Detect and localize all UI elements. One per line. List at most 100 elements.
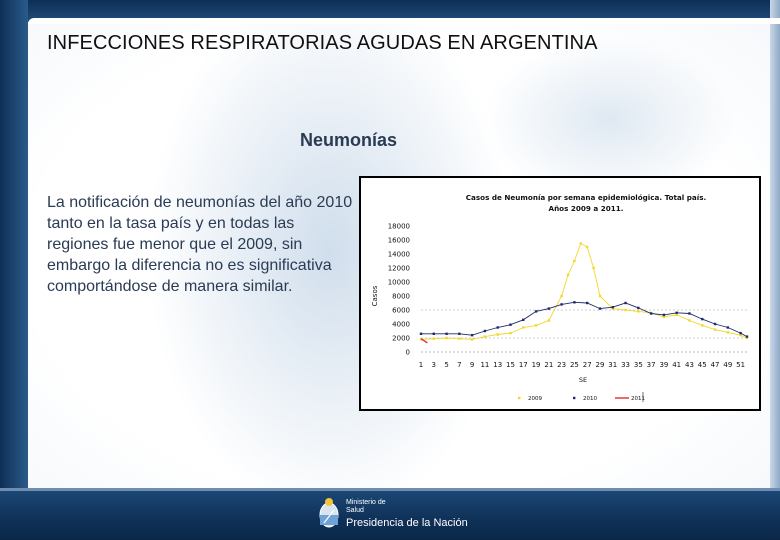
data-point-2009 [579, 242, 583, 245]
data-point-2009 [522, 326, 525, 329]
x-tick-label: 49 [723, 361, 732, 369]
chart-title-line1: Casos de Neumonía por semana epidemiológ… [466, 193, 706, 202]
y-tick-label: 10000 [388, 279, 410, 287]
footer-ministry-line2: Salud [346, 507, 364, 514]
data-point-2010 [534, 310, 538, 313]
data-point-2009 [611, 307, 614, 310]
slide-subtitle: Neumonías [300, 130, 398, 150]
y-tick-label: 0 [406, 349, 410, 357]
data-point-2010 [611, 306, 614, 309]
data-point-2010 [573, 301, 576, 304]
data-point-2010 [745, 335, 749, 338]
footer-divider [0, 488, 780, 491]
y-tick-label: 18000 [388, 223, 410, 231]
data-point-2009 [483, 335, 487, 338]
left-decorative-band [0, 0, 28, 488]
data-point-2009 [726, 331, 730, 334]
data-point-2010 [624, 301, 627, 305]
data-point-2009 [547, 319, 551, 322]
data-point-2009 [624, 308, 627, 312]
national-emblem-icon [319, 498, 339, 528]
y-tick-label: 4000 [392, 321, 410, 329]
y-tick-label: 8000 [392, 293, 410, 301]
data-point-2009 [745, 336, 749, 340]
x-tick-label: 17 [519, 361, 528, 369]
x-tick-label: 13 [493, 361, 502, 369]
y-tick-label: 2000 [392, 335, 410, 343]
data-point-2010 [598, 307, 602, 310]
x-tick-label: 37 [647, 361, 656, 369]
data-point-2010 [637, 306, 640, 310]
data-point-2010 [726, 326, 730, 329]
top-decorative-band [0, 0, 780, 22]
legend-label-2011: 2011 [631, 396, 645, 402]
body-paragraph: La notificación de neumonías del año 201… [47, 194, 353, 295]
data-point-2009 [701, 324, 704, 327]
x-tick-label: 33 [621, 361, 630, 369]
data-point-2010 [649, 312, 653, 315]
legend-label-2009: 2009 [528, 396, 542, 402]
data-point-2009 [458, 337, 461, 340]
x-axis-label: SE [579, 376, 587, 384]
y-tick-label: 12000 [388, 265, 410, 273]
x-tick-label: 11 [480, 361, 489, 369]
x-tick-label: 19 [532, 361, 541, 369]
y-tick-label: 6000 [392, 307, 410, 315]
x-tick-label: 23 [557, 361, 566, 369]
data-point-2009 [585, 245, 589, 249]
data-point-2010 [701, 317, 704, 321]
x-tick-label: 39 [659, 361, 668, 369]
x-tick-label: 43 [685, 361, 694, 369]
data-point-2010 [509, 323, 512, 326]
data-point-2009 [534, 324, 538, 327]
legend-marker-2009 [518, 396, 521, 400]
x-tick-label: 47 [711, 361, 720, 369]
data-point-2010 [432, 332, 435, 335]
data-point-2010 [458, 332, 461, 335]
data-point-2010 [496, 326, 499, 329]
x-tick-label: 41 [672, 361, 681, 369]
data-point-2009 [688, 319, 691, 322]
footer-bar: Ministerio de Salud Presidencia de la Na… [0, 488, 780, 540]
x-tick-label: 27 [583, 361, 592, 369]
data-point-2009 [573, 259, 576, 263]
content-corner [28, 18, 780, 24]
data-point-2010 [713, 322, 717, 326]
data-point-2009 [566, 273, 570, 277]
x-tick-label: 31 [608, 361, 617, 369]
data-point-2009 [592, 266, 595, 270]
x-tick-label: 15 [506, 361, 515, 369]
series-line-2010 [421, 301, 748, 337]
x-tick-label: 5 [444, 361, 448, 369]
x-tick-label: 29 [596, 361, 605, 369]
y-tick-label: 14000 [388, 251, 410, 259]
x-tick-label: 9 [470, 361, 474, 369]
data-point-2010 [419, 332, 423, 335]
legend-label-2010: 2010 [583, 396, 597, 402]
data-point-2009 [470, 338, 474, 341]
data-point-2009 [739, 334, 742, 337]
data-point-2010 [688, 312, 691, 315]
x-tick-label: 25 [570, 361, 579, 369]
data-point-2009 [675, 313, 678, 317]
x-tick-label: 45 [698, 361, 707, 369]
data-point-2009 [560, 294, 563, 298]
data-point-2010 [675, 311, 678, 314]
x-tick-label: 3 [432, 361, 436, 369]
footer-ministry-line1: Ministerio de [346, 499, 386, 506]
series-line-2011 [420, 338, 428, 344]
data-point-2009 [637, 310, 640, 313]
data-point-2009 [598, 294, 602, 298]
data-point-2009 [509, 331, 512, 335]
x-tick-label: 51 [736, 361, 745, 369]
right-decorative-band [770, 0, 780, 488]
data-point-2010 [470, 334, 474, 337]
y-tick-label: 16000 [388, 237, 410, 245]
x-tick-label: 35 [634, 361, 643, 369]
y-axis-label: Casos [371, 285, 379, 306]
data-point-2010 [739, 331, 742, 335]
pneumonia-chart: Casos de Neumonía por semana epidemiológ… [371, 193, 749, 402]
x-tick-label: 1 [419, 361, 423, 369]
series-line-2009 [420, 242, 748, 340]
data-point-2010 [547, 307, 551, 310]
